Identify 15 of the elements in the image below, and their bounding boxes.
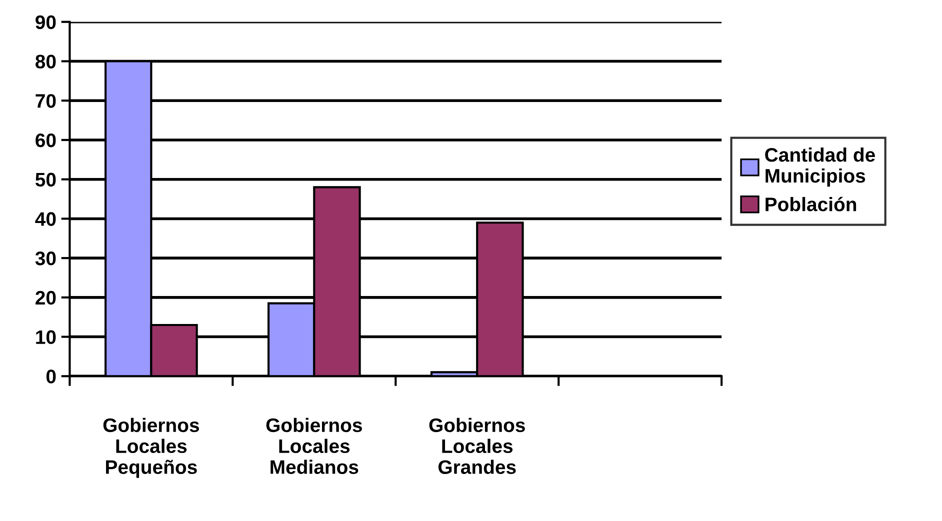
y-tick-label: 0	[46, 370, 56, 384]
y-tick-label: 50	[35, 172, 56, 187]
y-tick-label: 20	[36, 290, 56, 305]
y-tick-label: 40	[35, 212, 56, 226]
y-tick-label: 30	[35, 252, 56, 266]
y-tick-label: 10	[36, 330, 56, 344]
y-tick-label: 60	[36, 133, 56, 148]
x-tick-label: Gobiernos Locales Grandes	[429, 418, 525, 474]
legend-label: Población	[766, 196, 856, 212]
x-tick-label: Gobiernos Locales Pequeños	[103, 418, 200, 478]
y-tick-label: 70	[36, 94, 56, 108]
legend-label: Cantidad de Municipios	[765, 148, 875, 187]
x-tick-label: Gobiernos Locales Medianos	[266, 418, 362, 474]
y-tick-label: 90	[36, 15, 56, 30]
y-tick-label: 80	[36, 54, 56, 68]
